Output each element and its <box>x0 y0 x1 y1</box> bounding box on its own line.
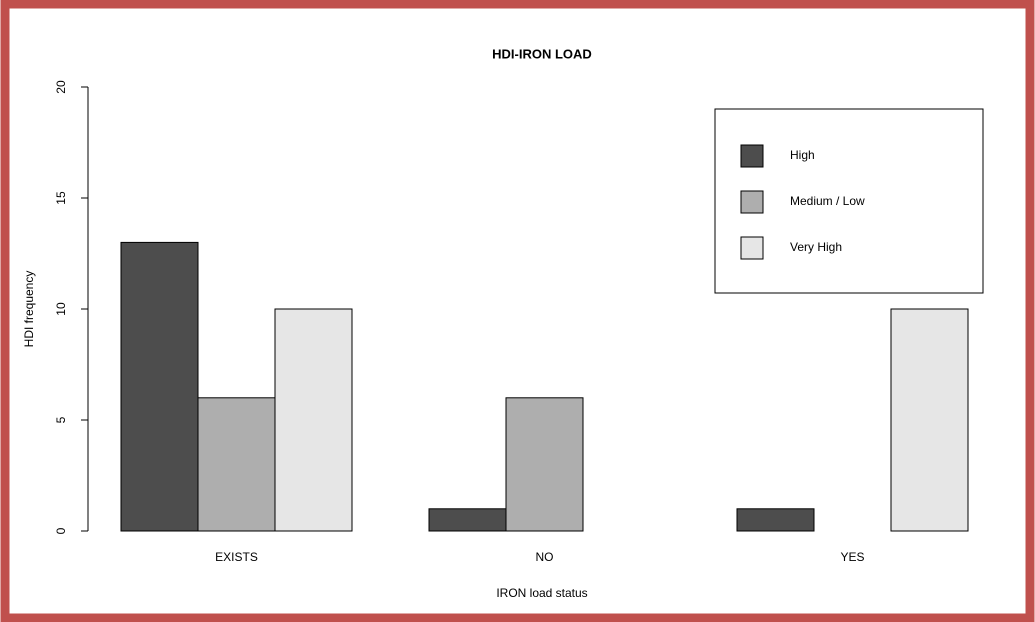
x-axis-label: IRON load status <box>496 586 587 600</box>
bar <box>428 508 507 532</box>
y-tick-label: 20 <box>54 80 68 94</box>
bar <box>736 508 815 532</box>
y-tick-label: 5 <box>54 416 68 423</box>
y-tick-label: 10 <box>54 302 68 316</box>
bar <box>120 241 199 532</box>
legend-label: High <box>790 148 815 162</box>
legend-swatch <box>740 236 764 260</box>
legend-swatch <box>740 190 764 214</box>
bar <box>890 308 969 532</box>
chart-title: HDI-IRON LOAD <box>492 46 592 61</box>
bar <box>505 397 584 532</box>
x-tick-label: EXISTS <box>215 550 258 564</box>
x-tick-label: NO <box>536 550 554 564</box>
bar <box>274 308 353 532</box>
legend-label: Medium / Low <box>790 194 865 208</box>
x-tick-label: YES <box>840 550 864 564</box>
y-tick-label: 15 <box>54 191 68 205</box>
legend-swatch <box>740 144 764 168</box>
y-tick-label: 0 <box>54 527 68 534</box>
bar <box>197 397 276 532</box>
legend-label: Very High <box>790 240 842 254</box>
y-axis-label: HDI frequency <box>22 271 36 348</box>
